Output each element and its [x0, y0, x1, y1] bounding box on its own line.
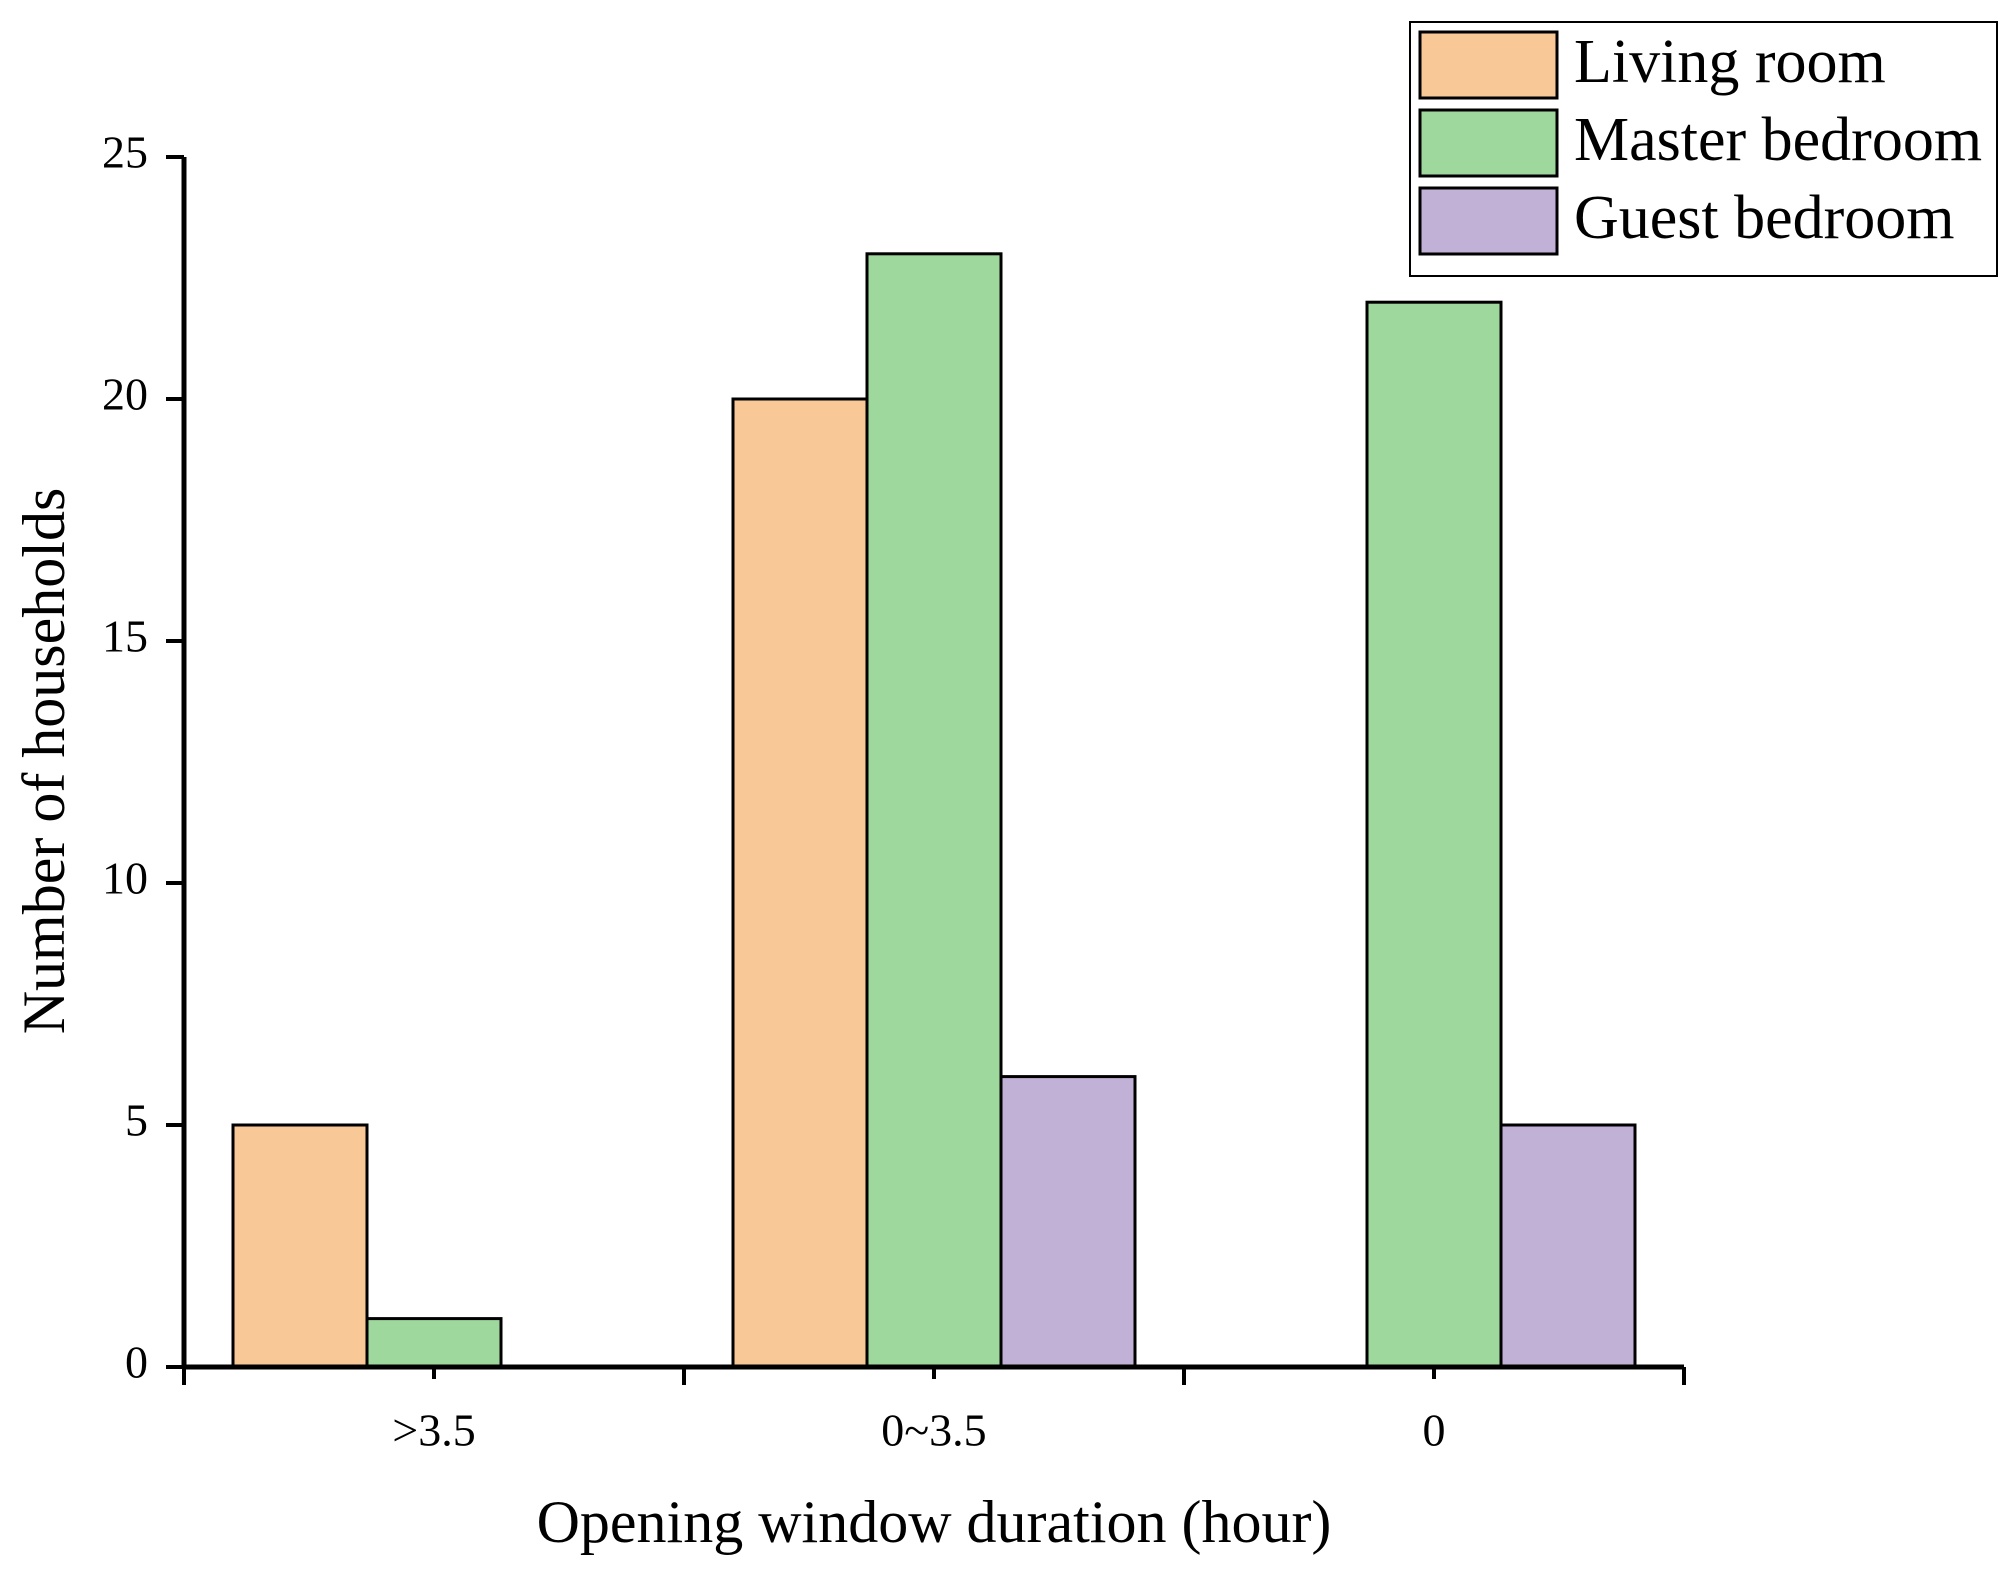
bar [231, 1123, 369, 1369]
y-tick-label: 20 [102, 369, 148, 420]
bar [1365, 300, 1503, 1369]
x-tick-label: >3.5 [392, 1405, 475, 1456]
x-axis-title: Opening window duration (hour) [537, 1489, 1332, 1555]
legend-swatch [1418, 108, 1559, 178]
y-tick-label: 25 [102, 127, 148, 178]
y-tick-label: 15 [102, 611, 148, 662]
bar [999, 1075, 1137, 1369]
x-tick-label: 0 [1423, 1405, 1446, 1456]
legend-label: Living room [1574, 28, 1886, 96]
bar [865, 252, 1003, 1369]
y-tick-label: 5 [125, 1095, 148, 1146]
legend-swatch [1418, 186, 1559, 256]
legend-label: Master bedroom [1574, 106, 1982, 174]
bar [731, 397, 869, 1369]
x-tick-label: 0~3.5 [881, 1405, 986, 1456]
bar [365, 1317, 503, 1369]
y-axis-title: Number of households [11, 488, 77, 1035]
bar [1499, 1123, 1637, 1369]
y-tick-label: 10 [102, 853, 148, 904]
legend-label: Guest bedroom [1574, 184, 1955, 252]
y-tick-label: 0 [125, 1337, 148, 1388]
legend-swatch [1418, 30, 1559, 100]
